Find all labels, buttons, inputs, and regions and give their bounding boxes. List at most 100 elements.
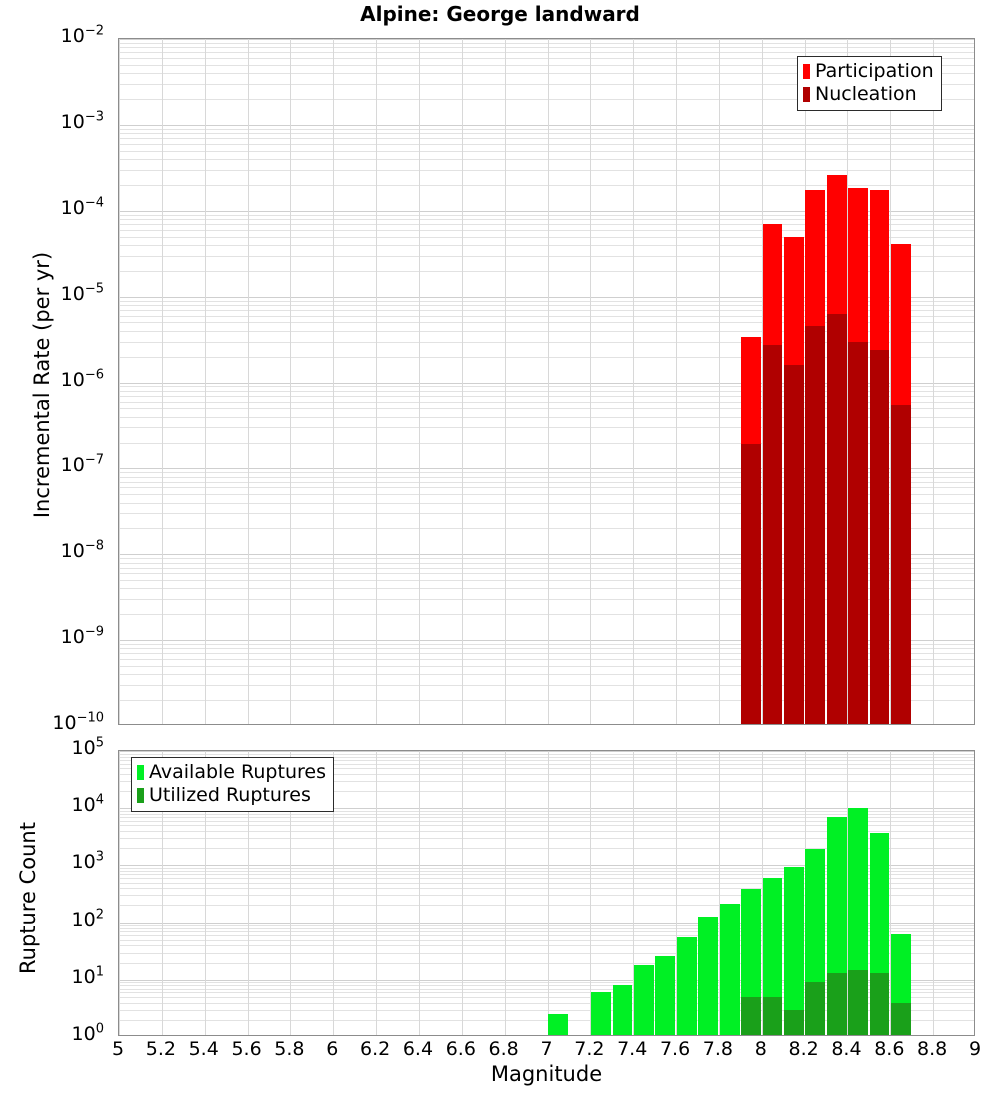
gridline	[119, 47, 974, 48]
bar-available-ruptures	[548, 1014, 569, 1035]
gridline-vertical	[419, 39, 420, 724]
gridline-vertical	[205, 751, 206, 1035]
gridline-vertical	[290, 751, 291, 1035]
gridline-vertical	[376, 39, 377, 724]
gridline	[119, 985, 974, 986]
bar-available-ruptures	[655, 956, 676, 1035]
gridline	[119, 811, 974, 812]
x-tick-label: 6.6	[445, 1038, 476, 1060]
x-tick-label: 7.2	[574, 1038, 605, 1060]
bar-nucleation	[805, 325, 826, 724]
gridline	[119, 215, 974, 216]
incremental-rate-plot	[118, 38, 975, 725]
gridline	[119, 925, 974, 926]
x-tick-label: 6.4	[402, 1038, 434, 1060]
gridline	[119, 781, 974, 782]
gridline-vertical	[633, 39, 634, 724]
gridline-vertical	[462, 39, 463, 724]
gridline	[119, 297, 974, 298]
gridline	[119, 831, 974, 832]
bar-utilized-ruptures	[848, 969, 869, 1035]
gridline	[119, 357, 974, 358]
gridline	[119, 73, 974, 74]
gridline-vertical	[890, 751, 891, 1035]
x-tick-label: 8.8	[917, 1038, 948, 1060]
gridline	[119, 659, 974, 660]
y-tick-label: 10−4	[60, 195, 104, 219]
gridline	[119, 760, 974, 761]
bar-utilized-ruptures	[869, 973, 890, 1035]
gridline	[119, 895, 974, 896]
gridline	[119, 878, 974, 879]
gridline	[119, 129, 974, 130]
gridline-vertical	[248, 39, 249, 724]
top-legend: Participation Nucleation	[797, 56, 942, 111]
gridline	[119, 151, 974, 152]
bar-nucleation	[891, 404, 911, 724]
gridline	[119, 383, 974, 384]
gridline	[119, 817, 974, 818]
bar-utilized-ruptures	[741, 997, 761, 1035]
x-tick-label: 6.2	[359, 1038, 391, 1060]
gridline	[119, 301, 974, 302]
y-tick-label: 10−8	[60, 538, 104, 563]
bar-available-ruptures	[698, 917, 719, 1035]
gridline	[119, 558, 974, 559]
gridline-vertical	[162, 751, 163, 1035]
gridline	[119, 980, 974, 981]
bar-nucleation	[741, 444, 761, 724]
gridline	[119, 58, 974, 59]
bar-utilized-ruptures	[891, 1002, 911, 1035]
x-tick-label: 5	[111, 1038, 125, 1060]
legend-item-nucleation: Nucleation	[803, 83, 934, 106]
gridline	[119, 99, 974, 100]
bottom-gridlines	[119, 751, 974, 1035]
gridline	[119, 997, 974, 998]
legend-item-participation: Participation	[803, 60, 934, 83]
bar-available-ruptures	[783, 867, 804, 1035]
gridline-vertical	[505, 39, 506, 724]
gridline	[119, 935, 974, 936]
gridline	[119, 754, 974, 755]
gridline-vertical	[890, 39, 891, 724]
gridline-vertical	[933, 39, 934, 724]
legend-label: Nucleation	[815, 83, 917, 105]
utilized-ruptures-swatch-icon	[137, 788, 144, 803]
gridline	[119, 953, 974, 954]
gridline	[119, 386, 974, 387]
legend-label: Available Ruptures	[149, 761, 326, 783]
bar-available-ruptures	[634, 965, 654, 1035]
gridline	[119, 219, 974, 220]
gridline	[119, 43, 974, 44]
gridline	[119, 503, 974, 504]
x-tick-label: 8.4	[831, 1038, 862, 1060]
gridline	[119, 170, 974, 171]
y-tick-label: 10−2	[60, 23, 104, 47]
gridline	[119, 39, 974, 40]
gridline	[119, 588, 974, 589]
gridline	[119, 310, 974, 311]
top-y-axis-label: Incremental Rate (per yr)	[30, 251, 54, 519]
gridline	[119, 821, 974, 822]
gridline	[119, 923, 974, 924]
y-tick-label: 10−3	[60, 109, 104, 133]
x-tick-label: 7.4	[617, 1038, 648, 1060]
gridline	[119, 237, 974, 238]
x-tick-label: 7.6	[659, 1038, 691, 1060]
gridline	[119, 322, 974, 323]
gridline-vertical	[333, 751, 334, 1035]
gridline	[119, 644, 974, 645]
y-tick-label: 10−5	[60, 281, 104, 305]
gridline	[119, 814, 974, 815]
gridline	[119, 482, 974, 483]
nucleation-swatch-icon	[803, 87, 810, 102]
x-tick-label: 5.6	[231, 1038, 262, 1060]
gridline	[119, 888, 974, 889]
y-tick-label: 105	[71, 735, 104, 759]
gridline-vertical	[205, 39, 206, 724]
gridline	[119, 554, 974, 555]
gridline	[119, 224, 974, 225]
gridline	[119, 138, 974, 139]
gridline	[119, 848, 974, 849]
